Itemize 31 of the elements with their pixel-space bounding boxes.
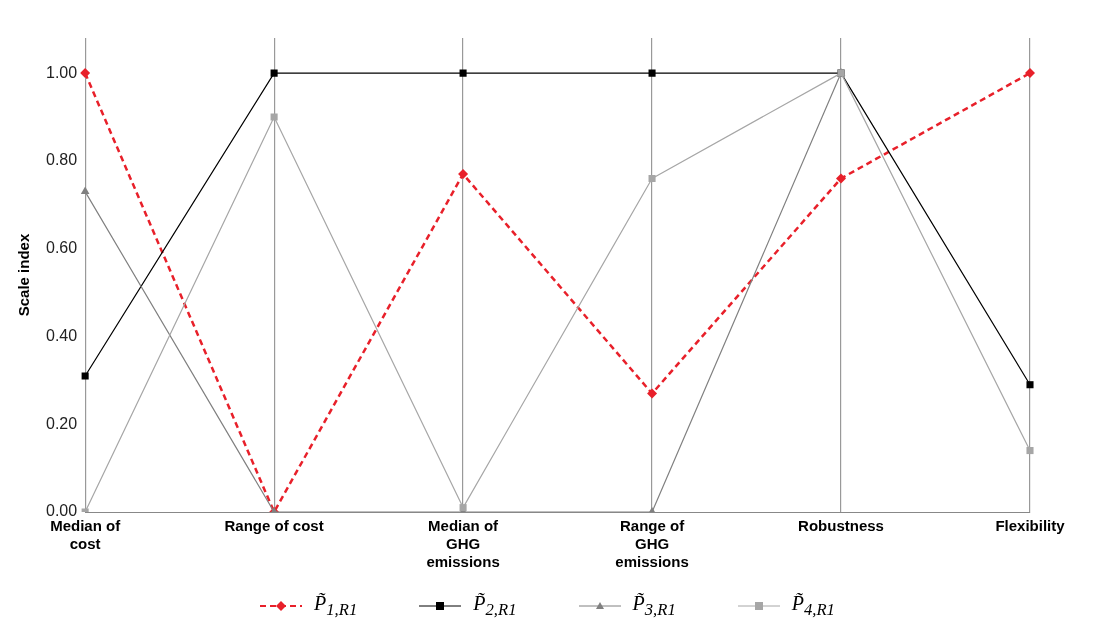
legend-label: P̃$_{4,R1}$ <box>791 592 835 620</box>
point <box>270 113 278 121</box>
y-tick-label: 1.00 <box>46 63 78 81</box>
point <box>648 69 656 77</box>
x-tick-label: Median of cost <box>50 517 122 553</box>
point <box>80 68 91 79</box>
point <box>80 186 90 195</box>
point <box>1026 381 1034 389</box>
x-tick-label: Range of GHG emissions <box>615 517 689 571</box>
legend-label: P̃$_{2,R1}$ <box>473 592 517 620</box>
point <box>647 388 658 399</box>
y-tick-label: 0.20 <box>46 414 78 432</box>
point <box>459 69 467 77</box>
point <box>1025 68 1035 79</box>
point <box>1026 447 1034 455</box>
y-tick-label: 0.80 <box>46 151 78 169</box>
y-tick-label: 0.60 <box>46 239 78 257</box>
x-tick-label: Median of GHG emissions <box>426 517 500 571</box>
point <box>648 174 656 182</box>
y-axis-title: Scale index <box>15 233 33 317</box>
point <box>270 69 278 77</box>
x-tick-label: Robustness <box>798 517 884 535</box>
point <box>458 169 469 180</box>
y-tick-label: 0.40 <box>46 326 78 344</box>
legend-label: P̃$_{1,R1}$ <box>314 592 358 620</box>
x-tick-label: Range of cost <box>224 517 324 535</box>
point <box>81 372 89 380</box>
y-tick-label: 0.00 <box>46 502 78 520</box>
legend-label: P̃$_{3,R1}$ <box>632 592 676 620</box>
point <box>836 173 847 184</box>
x-tick-label: Flexibility <box>995 517 1066 535</box>
